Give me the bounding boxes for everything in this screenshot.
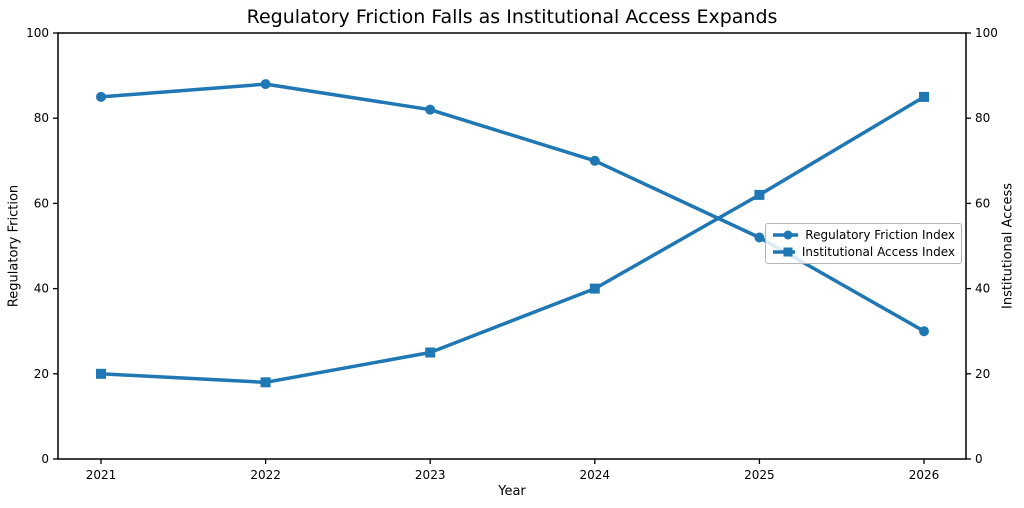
y-tick-label-right: 0 — [975, 452, 983, 466]
x-tick-label: 2025 — [744, 468, 775, 482]
y-axis-label-left: Regulatory Friction — [6, 184, 22, 308]
data-point-institutional-access-index — [919, 91, 929, 102]
y-axis-label-right: Institutional Access — [1000, 182, 1016, 310]
y-tick-label-left: 80 — [34, 111, 49, 125]
legend-item: Regulatory Friction Index — [772, 228, 955, 242]
y-tick-label-right: 100 — [975, 26, 998, 40]
legend-label: Institutional Access Index — [801, 244, 955, 259]
y-tick-label-right: 20 — [975, 367, 990, 381]
data-point-institutional-access-index — [96, 368, 106, 379]
y-tick-label-left: 60 — [34, 196, 49, 210]
data-point-institutional-access-index — [425, 347, 436, 358]
chart-title: Regulatory Friction Falls as Institution… — [246, 6, 778, 28]
series-line-institutional-access-index — [99, 95, 926, 385]
legend-label: Regulatory Friction Index — [805, 228, 955, 243]
data-point-institutional-access-index — [260, 377, 271, 388]
data-point-regulatory-friction-index — [919, 326, 929, 337]
data-point-institutional-access-index — [589, 283, 600, 294]
legend: Regulatory Friction Index Institutional A… — [765, 223, 962, 264]
axes-spines — [57, 32, 967, 460]
y-tick-label-left: 40 — [34, 282, 49, 296]
data-point-regulatory-friction-index — [425, 104, 436, 115]
data-point-institutional-access-index — [754, 189, 765, 200]
y-tick-label-left: 100 — [26, 26, 49, 40]
data-point-regulatory-friction-index — [260, 79, 271, 90]
y-tick-label-left: 20 — [34, 367, 49, 381]
x-tick-label: 2023 — [415, 468, 446, 482]
x-tick-label: 2021 — [86, 468, 117, 482]
y-tick-label-left: 0 — [41, 452, 49, 466]
legend-item: Institutional Access Index — [772, 245, 955, 259]
legend-marker-circle-icon — [773, 230, 799, 240]
y-tick-label-right: 60 — [975, 196, 990, 210]
data-point-regulatory-friction-index — [589, 155, 600, 166]
y-tick-label-right: 40 — [975, 282, 990, 296]
y-tick-label-right: 80 — [975, 111, 990, 125]
x-tick-label: 2024 — [580, 468, 611, 482]
data-point-regulatory-friction-index — [96, 91, 106, 102]
legend-marker-square-icon — [773, 247, 795, 257]
series-line-regulatory-friction-index — [99, 82, 926, 333]
x-tick-label: 2026 — [909, 468, 940, 482]
x-tick-label: 2022 — [250, 468, 281, 482]
x-axis-label: Year — [498, 484, 526, 499]
data-point-regulatory-friction-index — [754, 232, 765, 243]
